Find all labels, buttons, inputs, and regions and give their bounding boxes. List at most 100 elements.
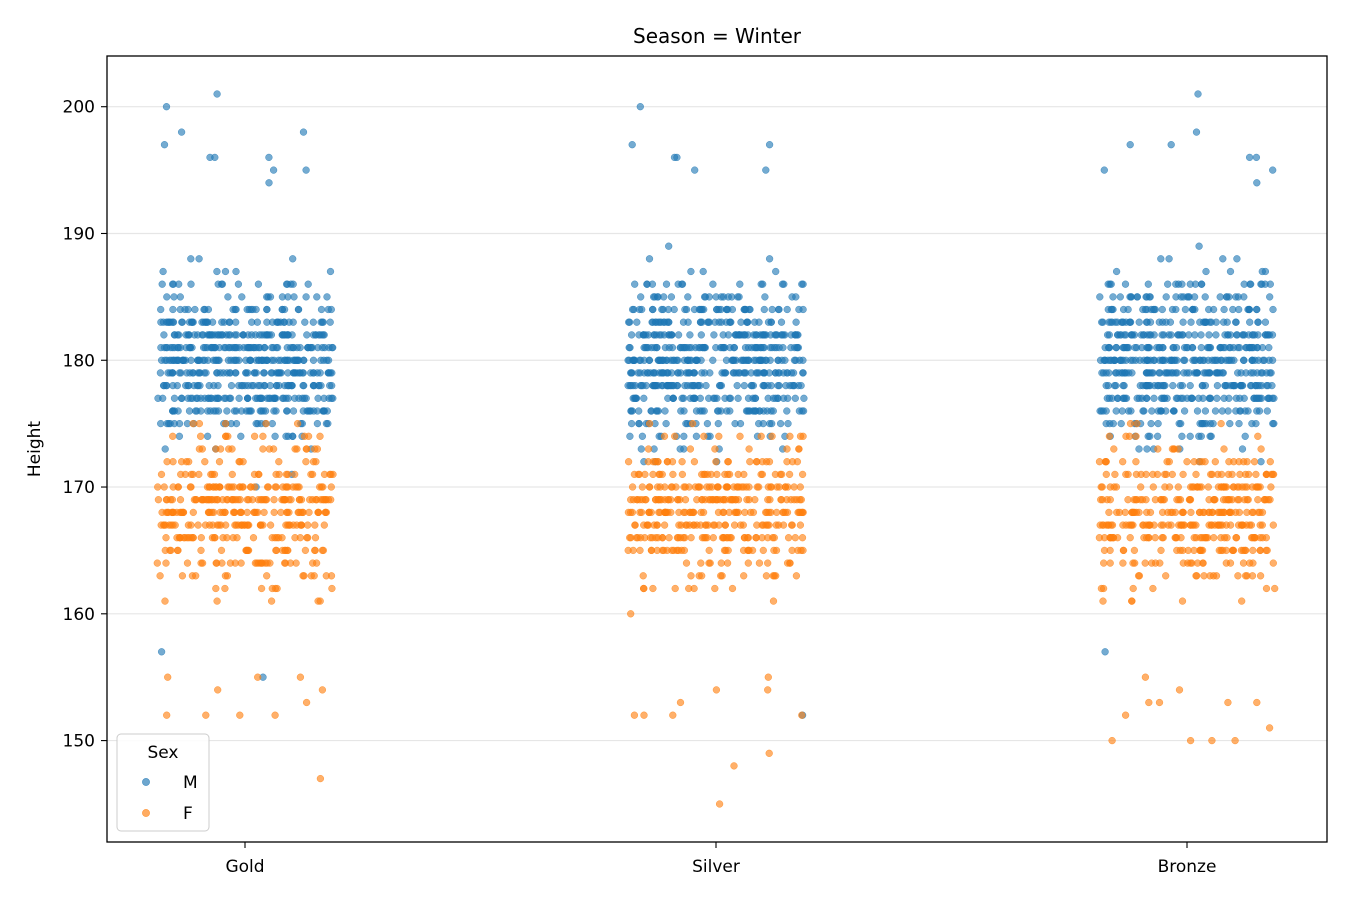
point-m (1109, 419, 1117, 428)
point-f (646, 483, 654, 491)
point-m (166, 419, 174, 428)
point-f (1102, 458, 1110, 466)
point-f (752, 534, 760, 542)
point-f (770, 572, 778, 580)
point-m (1110, 381, 1119, 390)
point-f (201, 458, 209, 466)
point-m (159, 267, 167, 276)
point-f (1243, 483, 1251, 491)
point-f (1145, 698, 1153, 707)
point-f (1253, 698, 1261, 707)
point-f (715, 800, 724, 808)
point-m (1195, 394, 1203, 402)
point-m (163, 293, 171, 301)
point-m (211, 356, 220, 364)
point-m (728, 293, 736, 301)
point-m (793, 343, 801, 352)
point-f (793, 458, 802, 466)
point-m (1103, 394, 1111, 402)
x-tick-label: Silver (692, 857, 740, 877)
point-f (245, 496, 253, 504)
point-m (1206, 394, 1214, 402)
point-m (271, 432, 279, 440)
point-m (1246, 280, 1254, 288)
point-m (265, 179, 273, 187)
point-f (213, 496, 221, 504)
point-f (736, 432, 744, 440)
point-f (1149, 584, 1157, 593)
point-m (218, 318, 226, 326)
point-m (705, 394, 713, 402)
point-f (1171, 534, 1179, 542)
point-m (288, 381, 296, 390)
point-m (275, 381, 283, 390)
point-m (299, 381, 307, 390)
point-f (786, 432, 794, 440)
point-m (1154, 419, 1162, 428)
point-f (242, 546, 250, 555)
point-f (1132, 432, 1140, 440)
point-m (777, 318, 786, 326)
point-m (158, 280, 166, 288)
point-f (304, 534, 312, 542)
point-m (745, 356, 753, 364)
point-f (1210, 496, 1218, 504)
point-f (1161, 483, 1169, 491)
point-f (1269, 521, 1277, 529)
point-m (759, 369, 767, 377)
point-f (638, 483, 647, 491)
point-f (1222, 559, 1230, 567)
point-m (1186, 381, 1194, 390)
point-m (687, 381, 695, 390)
point-f (197, 546, 205, 555)
point-m (768, 419, 776, 428)
y-tick-label: 160 (63, 605, 95, 625)
point-m (632, 394, 640, 402)
point-m (268, 356, 276, 364)
point-m (1096, 293, 1104, 301)
point-m (282, 280, 291, 288)
point-f (297, 521, 305, 529)
point-m (713, 407, 722, 415)
point-m (687, 343, 695, 352)
point-m (635, 419, 643, 428)
point-f (291, 534, 299, 542)
point-f (1128, 508, 1136, 517)
point-f (250, 432, 259, 440)
point-m (669, 394, 678, 402)
point-m (734, 394, 742, 402)
point-m (1185, 331, 1193, 339)
point-f (319, 483, 327, 491)
point-m (733, 381, 741, 390)
point-m (296, 369, 304, 377)
point-m (628, 141, 636, 149)
point-f (1137, 483, 1145, 491)
point-m (1261, 318, 1270, 326)
point-m (1162, 318, 1170, 326)
point-m (1160, 394, 1168, 402)
point-m (1136, 356, 1144, 364)
point-m (160, 331, 168, 339)
point-f (168, 496, 177, 504)
point-f (1196, 546, 1204, 555)
point-m (1248, 343, 1256, 352)
point-m (238, 293, 246, 301)
point-f (259, 521, 267, 529)
point-m (698, 407, 706, 415)
point-m (763, 407, 771, 415)
point-f (1106, 559, 1114, 567)
point-f (284, 546, 292, 555)
point-f (316, 597, 324, 605)
point-m (191, 305, 199, 314)
point-m (730, 343, 739, 352)
point-m (254, 280, 263, 288)
point-m (1236, 407, 1244, 415)
point-f (311, 521, 319, 529)
point-m (206, 153, 214, 162)
point-f (1179, 508, 1187, 517)
point-f (712, 458, 720, 466)
point-f (627, 610, 635, 618)
point-m (771, 394, 780, 402)
point-f (1244, 496, 1252, 504)
point-m (157, 648, 166, 656)
